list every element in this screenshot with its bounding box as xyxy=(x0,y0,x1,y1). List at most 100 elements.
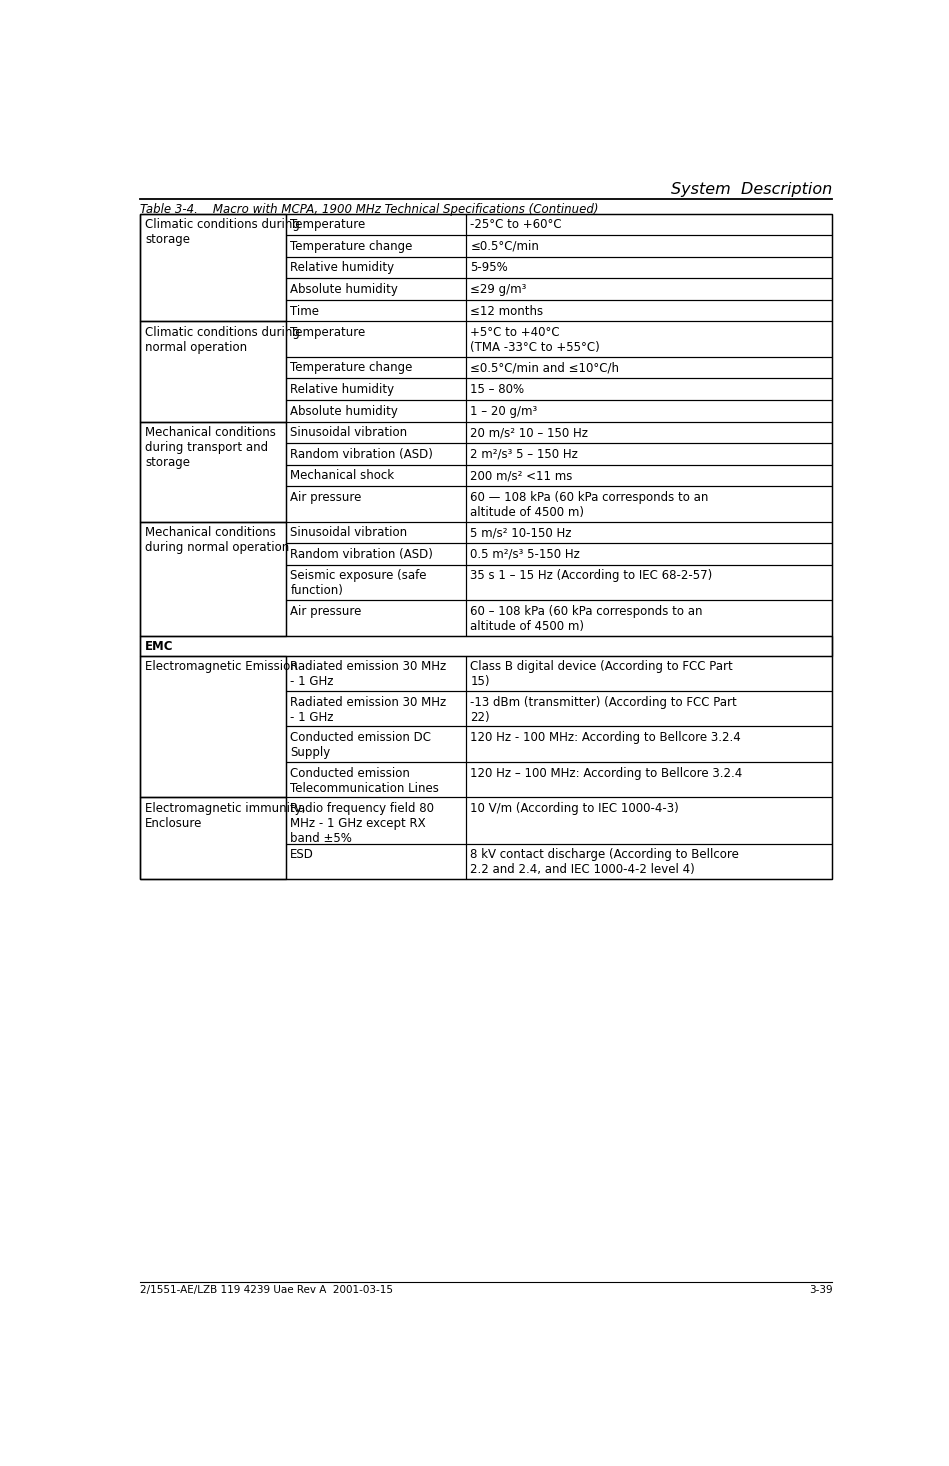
Text: ≤0.5°C/min and ≤10°C/h: ≤0.5°C/min and ≤10°C/h xyxy=(471,362,620,374)
Text: Temperature: Temperature xyxy=(290,325,365,339)
Bar xyxy=(466,235,832,257)
Bar xyxy=(466,422,832,443)
Bar xyxy=(286,214,466,235)
Text: Mechanical conditions
during transport and
storage: Mechanical conditions during transport a… xyxy=(145,427,276,469)
Text: 120 Hz – 100 MHz: According to Bellcore 3.2.4: 120 Hz – 100 MHz: According to Bellcore … xyxy=(471,767,742,780)
Text: 10 V/m (According to IEC 1000-4-3): 10 V/m (According to IEC 1000-4-3) xyxy=(471,802,679,815)
Bar xyxy=(286,655,466,690)
Text: Air pressure: Air pressure xyxy=(290,491,362,504)
Bar xyxy=(466,257,832,279)
Bar xyxy=(286,762,466,798)
Text: ≤0.5°C/min: ≤0.5°C/min xyxy=(471,240,539,252)
Text: ESD: ESD xyxy=(290,849,314,861)
Text: Electromagnetic immunity,
Enclosure: Electromagnetic immunity, Enclosure xyxy=(145,802,306,830)
Text: Random vibration (ASD): Random vibration (ASD) xyxy=(290,447,433,460)
Text: System  Description: System Description xyxy=(671,182,832,196)
Bar xyxy=(140,798,286,880)
Text: 15 – 80%: 15 – 80% xyxy=(471,383,525,396)
Text: 60 – 108 kPa (60 kPa corresponds to an
altitude of 4500 m): 60 – 108 kPa (60 kPa corresponds to an a… xyxy=(471,605,703,633)
Bar xyxy=(466,544,832,564)
Text: Radiated emission 30 MHz
- 1 GHz: Radiated emission 30 MHz - 1 GHz xyxy=(290,660,447,688)
Text: Relative humidity: Relative humidity xyxy=(290,383,395,396)
Text: Radiated emission 30 MHz
- 1 GHz: Radiated emission 30 MHz - 1 GHz xyxy=(290,696,447,724)
Text: 5 m/s² 10-150 Hz: 5 m/s² 10-150 Hz xyxy=(471,526,571,539)
Text: -25°C to +60°C: -25°C to +60°C xyxy=(471,218,562,232)
Bar xyxy=(466,378,832,400)
Bar xyxy=(466,655,832,690)
Text: 2 m²/s³ 5 – 150 Hz: 2 m²/s³ 5 – 150 Hz xyxy=(471,447,578,460)
Bar xyxy=(286,465,466,487)
Text: 0.5 m²/s³ 5-150 Hz: 0.5 m²/s³ 5-150 Hz xyxy=(471,548,580,561)
Bar xyxy=(286,487,466,522)
Bar xyxy=(286,443,466,465)
Text: 120 Hz - 100 MHz: According to Bellcore 3.2.4: 120 Hz - 100 MHz: According to Bellcore … xyxy=(471,732,741,745)
Bar xyxy=(140,655,286,798)
Bar xyxy=(466,279,832,301)
Text: Climatic conditions during
storage: Climatic conditions during storage xyxy=(145,218,300,246)
Text: Electromagnetic Emission: Electromagnetic Emission xyxy=(145,660,298,673)
Bar xyxy=(466,564,832,600)
Text: 3-39: 3-39 xyxy=(809,1284,832,1294)
Bar xyxy=(466,214,832,235)
Text: Conducted emission DC
Supply: Conducted emission DC Supply xyxy=(290,732,431,759)
Text: Temperature: Temperature xyxy=(290,218,365,232)
Bar xyxy=(140,522,286,636)
Text: Conducted emission
Telecommunication Lines: Conducted emission Telecommunication Lin… xyxy=(290,767,439,795)
Text: Table 3-4.    Macro with MCPA, 1900 MHz Technical Specifications (Continued): Table 3-4. Macro with MCPA, 1900 MHz Tec… xyxy=(140,202,599,216)
Text: Mechanical shock: Mechanical shock xyxy=(290,469,395,482)
Bar xyxy=(286,356,466,378)
Bar xyxy=(466,690,832,727)
Bar xyxy=(286,301,466,321)
Bar xyxy=(466,798,832,843)
Bar xyxy=(286,544,466,564)
Bar xyxy=(466,600,832,636)
Bar xyxy=(466,443,832,465)
Bar xyxy=(140,321,286,422)
Text: Relative humidity: Relative humidity xyxy=(290,261,395,274)
Text: Temperature change: Temperature change xyxy=(290,240,413,252)
Text: EMC: EMC xyxy=(145,641,174,654)
Text: Air pressure: Air pressure xyxy=(290,605,362,617)
Text: 8 kV contact discharge (According to Bellcore
2.2 and 2.4, and IEC 1000-4-2 leve: 8 kV contact discharge (According to Bel… xyxy=(471,849,739,877)
Bar xyxy=(286,321,466,356)
Text: Class B digital device (According to FCC Part
15): Class B digital device (According to FCC… xyxy=(471,660,733,688)
Bar xyxy=(466,321,832,356)
Bar xyxy=(466,762,832,798)
Bar xyxy=(466,487,832,522)
Text: Sinusoidal vibration: Sinusoidal vibration xyxy=(290,526,407,539)
Bar xyxy=(286,690,466,727)
Bar xyxy=(286,843,466,880)
Bar xyxy=(140,422,286,522)
Text: Absolute humidity: Absolute humidity xyxy=(290,283,399,296)
Text: Absolute humidity: Absolute humidity xyxy=(290,405,399,418)
Bar xyxy=(140,214,286,321)
Bar xyxy=(286,378,466,400)
Bar xyxy=(466,843,832,880)
Bar xyxy=(466,465,832,487)
Text: +5°C to +40°C
(TMA -33°C to +55°C): +5°C to +40°C (TMA -33°C to +55°C) xyxy=(471,325,600,355)
Text: ≤29 g/m³: ≤29 g/m³ xyxy=(471,283,527,296)
Bar xyxy=(286,798,466,843)
Bar xyxy=(140,636,832,655)
Text: 2/1551-AE/LZB 119 4239 Uae Rev A  2001-03-15: 2/1551-AE/LZB 119 4239 Uae Rev A 2001-03… xyxy=(140,1284,393,1294)
Bar xyxy=(466,522,832,544)
Bar xyxy=(466,727,832,762)
Bar xyxy=(286,564,466,600)
Bar xyxy=(466,301,832,321)
Bar xyxy=(286,279,466,301)
Text: Climatic conditions during
normal operation: Climatic conditions during normal operat… xyxy=(145,325,300,355)
Bar xyxy=(466,400,832,422)
Bar xyxy=(286,600,466,636)
Text: Seismic exposure (safe
function): Seismic exposure (safe function) xyxy=(290,569,427,597)
Bar xyxy=(286,257,466,279)
Text: Temperature change: Temperature change xyxy=(290,362,413,374)
Bar xyxy=(286,727,466,762)
Text: -13 dBm (transmitter) (According to FCC Part
22): -13 dBm (transmitter) (According to FCC … xyxy=(471,696,737,724)
Bar xyxy=(286,400,466,422)
Bar xyxy=(286,422,466,443)
Text: 20 m/s² 10 – 150 Hz: 20 m/s² 10 – 150 Hz xyxy=(471,427,588,440)
Bar xyxy=(466,356,832,378)
Text: 1 – 20 g/m³: 1 – 20 g/m³ xyxy=(471,405,537,418)
Text: Sinusoidal vibration: Sinusoidal vibration xyxy=(290,427,407,440)
Bar xyxy=(140,214,832,880)
